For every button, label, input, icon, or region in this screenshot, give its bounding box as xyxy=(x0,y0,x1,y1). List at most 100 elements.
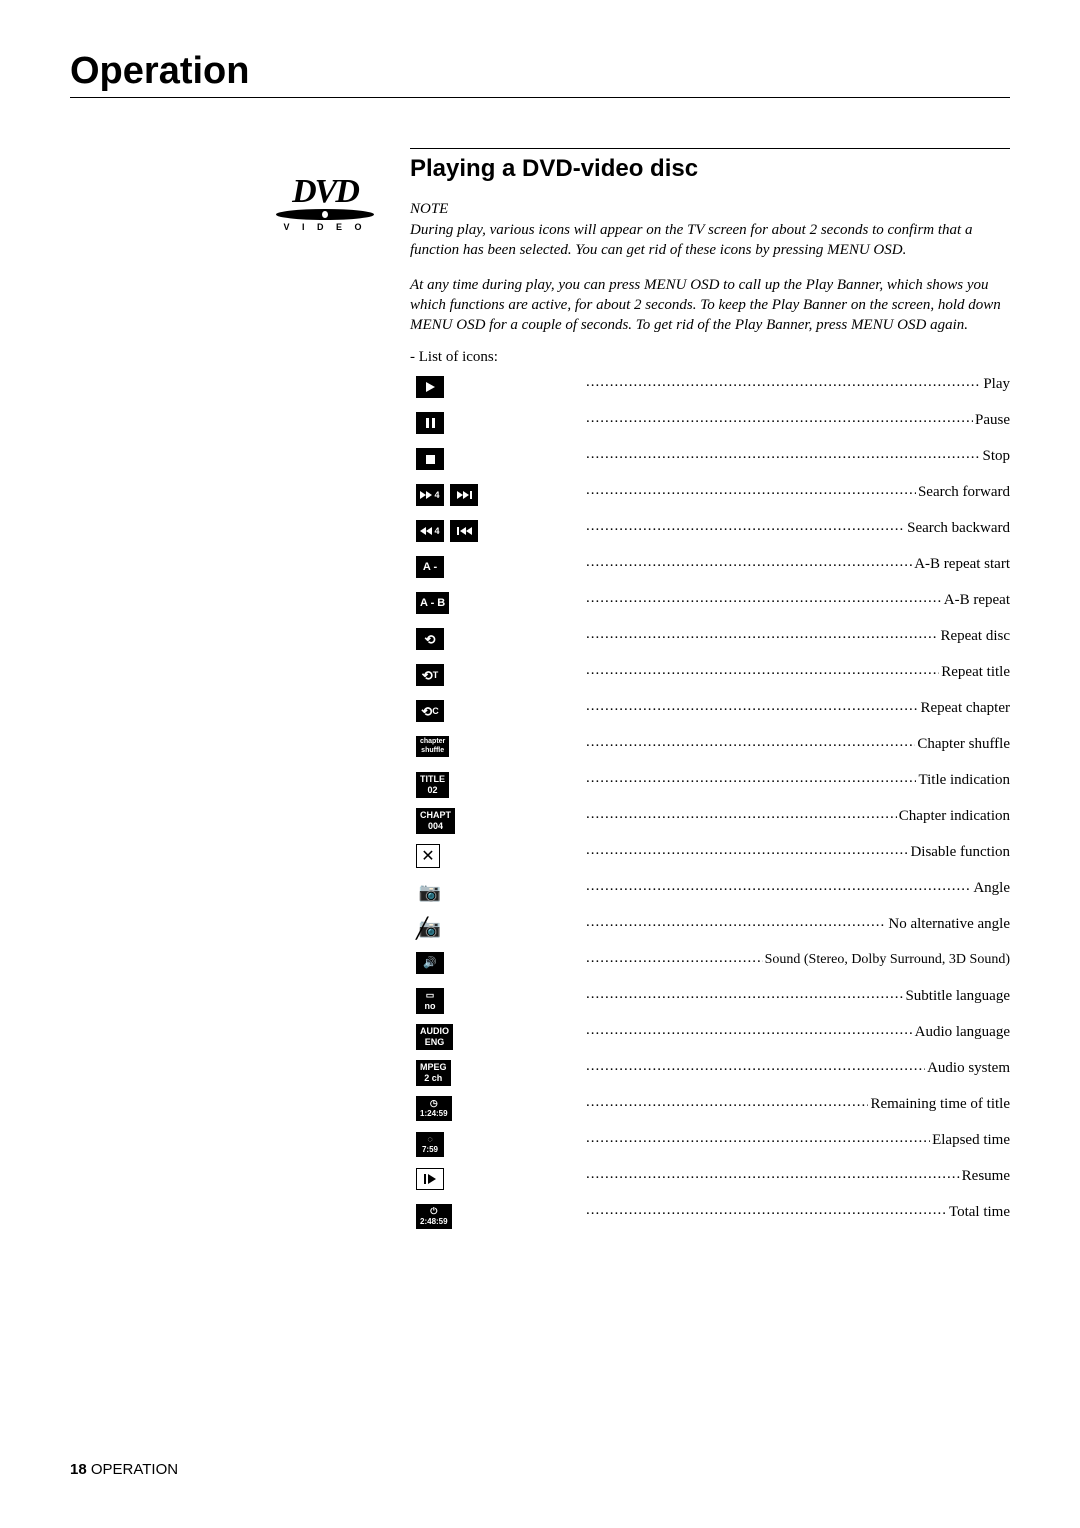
dots xyxy=(586,1132,930,1149)
page-number: 18 xyxy=(70,1461,87,1478)
pause-icon xyxy=(416,412,444,434)
dots xyxy=(586,628,938,645)
right-column: Playing a DVD-video disc NOTE During pla… xyxy=(410,148,1010,1240)
dots xyxy=(586,952,763,969)
dots xyxy=(586,448,980,465)
icon-row-sound: 🔊 Sound (Stereo, Dolby Surround, 3D Soun… xyxy=(416,952,1010,982)
search-backward-icon xyxy=(450,520,478,542)
dvd-video-logo: DVD V I D E O xyxy=(270,178,380,232)
icon-desc: Chapter shuffle xyxy=(915,736,1010,753)
left-column: DVD V I D E O xyxy=(70,148,410,1240)
icon-desc: Subtitle language xyxy=(903,988,1010,1005)
dots xyxy=(586,1060,925,1077)
icon-desc: Resume xyxy=(960,1168,1010,1185)
icon-row-chapter-shuffle: chaptershuffle Chapter shuffle xyxy=(416,736,1010,766)
icon-desc: Pause xyxy=(973,412,1010,429)
total-time-icon: ⏻2:48:59 xyxy=(416,1204,452,1228)
dots xyxy=(586,664,939,681)
chapter-indication-icon: CHAPT004 xyxy=(416,808,455,834)
icon-desc: A-B repeat start xyxy=(912,556,1010,573)
icon-row-search-backward: 4 Search backward xyxy=(416,520,1010,550)
icon-desc: Sound (Stereo, Dolby Surround, 3D Sound) xyxy=(763,952,1010,968)
chapter-shuffle-icon: chaptershuffle xyxy=(416,736,449,757)
icon-desc: Audio system xyxy=(925,1060,1010,1077)
elapsed-time-icon: ◌7:59 xyxy=(416,1132,444,1156)
dvd-disc-icon xyxy=(276,209,374,220)
audio-system-icon: MPEG2 ch xyxy=(416,1060,451,1086)
dots xyxy=(586,556,912,573)
icon-row-repeat-title: ⟲T Repeat title xyxy=(416,664,1010,694)
icon-row-subtitle: ▭no Subtitle language xyxy=(416,988,1010,1018)
dots xyxy=(586,412,973,429)
page-footer: 18 OPERATION xyxy=(70,1461,178,1478)
icon-desc: Total time xyxy=(947,1204,1010,1221)
dots xyxy=(586,772,916,789)
icon-desc: Repeat title xyxy=(939,664,1010,681)
search-forward-speed-icon: 4 xyxy=(416,484,444,506)
play-icon xyxy=(416,376,444,398)
repeat-chapter-icon: ⟲C xyxy=(416,700,444,722)
icon-row-pause: Pause xyxy=(416,412,1010,442)
dots xyxy=(586,520,905,537)
icon-desc: Angle xyxy=(971,880,1010,897)
icon-row-repeat-disc: ⟲ Repeat disc xyxy=(416,628,1010,658)
dots xyxy=(586,1204,947,1221)
dots xyxy=(586,1024,913,1041)
title-rule xyxy=(70,97,1010,98)
list-of-icons-label: - List of icons: xyxy=(410,349,1010,366)
icon-desc: Elapsed time xyxy=(930,1132,1010,1149)
repeat-title-icon: ⟲T xyxy=(416,664,444,686)
disable-function-icon: ✕ xyxy=(416,844,440,868)
dots xyxy=(586,880,971,897)
icon-row-disable: ✕ Disable function xyxy=(416,844,1010,874)
icon-row-repeat-chapter: ⟲C Repeat chapter xyxy=(416,700,1010,730)
note-paragraph-1: During play, various icons will appear o… xyxy=(410,220,1010,261)
dots xyxy=(586,988,903,1005)
dots xyxy=(586,844,908,861)
icon-row-elapsed-time: ◌7:59 Elapsed time xyxy=(416,1132,1010,1162)
icon-desc: Stop xyxy=(980,448,1010,465)
icon-row-resume: Resume xyxy=(416,1168,1010,1198)
search-forward-icon xyxy=(450,484,478,506)
icon-row-play: Play xyxy=(416,376,1010,406)
icon-desc: A-B repeat xyxy=(942,592,1010,609)
note-paragraph-2: At any time during play, you can press M… xyxy=(410,275,1010,336)
icon-row-title-indication: TITLE02 Title indication xyxy=(416,772,1010,802)
icon-desc: Title indication xyxy=(916,772,1010,789)
page-title: Operation xyxy=(70,50,1010,93)
icon-desc: Audio language xyxy=(913,1024,1010,1041)
icon-row-audio-system: MPEG2 ch Audio system xyxy=(416,1060,1010,1090)
angle-icon: 📷 xyxy=(416,880,444,904)
icon-desc: Repeat disc xyxy=(938,628,1010,645)
dvd-video-text: V I D E O xyxy=(270,222,380,232)
icon-desc: Play xyxy=(981,376,1010,393)
icon-row-ab-start: A - A-B repeat start xyxy=(416,556,1010,586)
icon-row-no-angle: 📷╱ No alternative angle xyxy=(416,916,1010,946)
ab-repeat-start-icon: A - xyxy=(416,556,444,578)
note-label: NOTE xyxy=(410,201,1010,218)
repeat-disc-icon: ⟲ xyxy=(416,628,444,650)
dots xyxy=(586,484,916,501)
dots xyxy=(586,700,918,717)
section-heading: Playing a DVD-video disc xyxy=(410,155,1010,183)
content-wrap: DVD V I D E O Playing a DVD-video disc N… xyxy=(70,148,1010,1240)
icon-row-total-time: ⏻2:48:59 Total time xyxy=(416,1204,1010,1234)
icon-desc: Remaining time of title xyxy=(868,1096,1010,1113)
dots xyxy=(586,1096,868,1113)
dots xyxy=(586,376,981,393)
dots xyxy=(586,1168,960,1185)
icon-row-search-forward: 4 Search forward xyxy=(416,484,1010,514)
no-alternative-angle-icon: 📷╱ xyxy=(416,916,444,940)
dots xyxy=(586,736,915,753)
resume-icon xyxy=(416,1168,444,1190)
dots xyxy=(586,916,886,933)
footer-section-label: OPERATION xyxy=(91,1461,178,1478)
icon-row-stop: Stop xyxy=(416,448,1010,478)
ab-repeat-icon: A - B xyxy=(416,592,449,614)
dots xyxy=(586,808,897,825)
icon-row-angle: 📷 Angle xyxy=(416,880,1010,910)
dvd-logo-text: DVD xyxy=(270,178,380,207)
subtitle-language-icon: ▭no xyxy=(416,988,444,1014)
stop-icon xyxy=(416,448,444,470)
icon-table: Play Pause Stop 4 Search forward xyxy=(416,376,1010,1234)
